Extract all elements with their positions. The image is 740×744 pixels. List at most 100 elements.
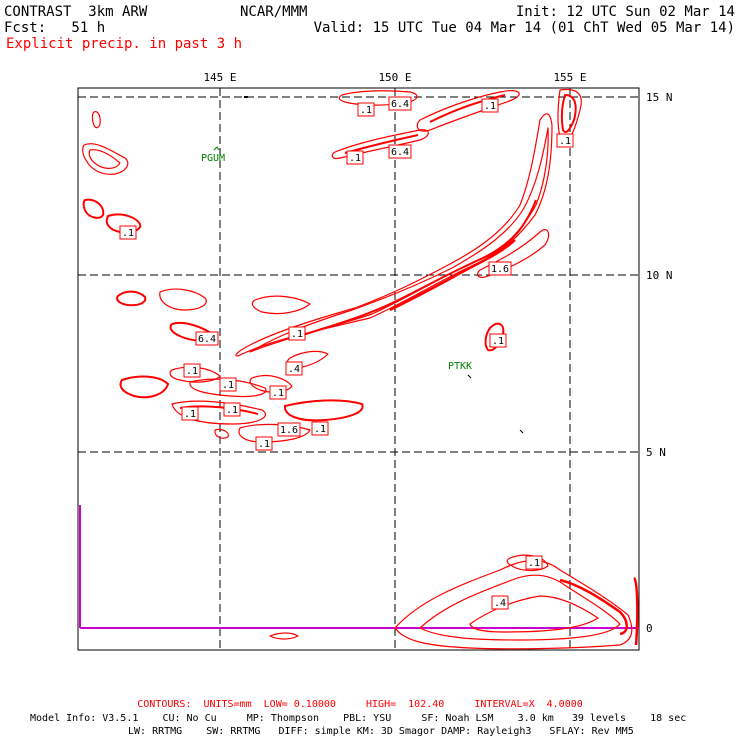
svg-text:.1: .1	[349, 153, 361, 164]
lon-label-150e: 150 E	[378, 71, 411, 84]
center-name: NCAR/MMM	[240, 4, 307, 20]
contour-main-band-inner	[299, 199, 537, 337]
contour-label: .1	[223, 402, 241, 417]
model-title: CONTRAST 3km ARW	[4, 4, 148, 20]
station-label-pgum: PGUM	[201, 153, 225, 164]
contour-cell-c	[251, 295, 311, 315]
svg-text:6.4: 6.4	[391, 147, 409, 158]
island-marker	[519, 429, 524, 434]
init-time: Init: 12 UTC Sun 02 Mar 14	[516, 4, 735, 20]
contour-label: 6.4	[388, 144, 412, 159]
svg-text:.1: .1	[559, 136, 571, 147]
contour-cell-l	[238, 423, 311, 443]
station-marker-pgum	[213, 146, 220, 151]
svg-text:.1: .1	[122, 228, 134, 239]
contour-nw-cell-1	[91, 111, 101, 129]
lon-label-145e: 145 E	[203, 71, 236, 84]
svg-text:1.6: 1.6	[280, 425, 298, 436]
contour-label: .1	[119, 225, 137, 240]
contour-cell-g	[119, 375, 169, 399]
svg-text:1.6: 1.6	[491, 264, 509, 275]
lat-label-5n: 5 N	[646, 446, 666, 459]
model-info-line-1: Model Info: V3.5.1 CU: No Cu MP: Thompso…	[30, 713, 686, 724]
svg-text:.1: .1	[528, 558, 540, 569]
contour-label: 6.4	[195, 331, 219, 346]
contour-label: .4	[285, 361, 303, 376]
contour-label: .1	[183, 363, 201, 378]
contour-main-band-mid	[249, 127, 549, 353]
lat-label-15n: 15 N	[646, 91, 673, 104]
svg-text:.1: .1	[184, 409, 196, 420]
valid-time: Valid: 15 UTC Tue 04 Mar 14 (01 ChT Wed …	[314, 20, 735, 36]
contour-cell-b	[159, 288, 207, 311]
svg-text:.1: .1	[484, 101, 496, 112]
contour-label: .4	[491, 595, 509, 610]
model-info-line-2: LW: RRTMG SW: RRTMG DIFF: simple KM: 3D …	[128, 726, 634, 737]
contour-label: 1.6	[488, 261, 512, 276]
contour-cell-k	[284, 399, 364, 422]
contour-label: .1	[311, 421, 329, 436]
svg-text:.1: .1	[222, 380, 234, 391]
svg-text:.4: .4	[494, 598, 506, 609]
contour-cell-a	[116, 290, 147, 307]
station-pgum: PGUM	[201, 146, 225, 164]
lat-label-0: 0	[646, 622, 653, 635]
contour-label: .1	[357, 102, 375, 117]
lat-lon-grid	[78, 88, 639, 650]
svg-text:.1: .1	[258, 439, 270, 450]
contour-se-strong	[559, 578, 628, 636]
contour-nw-cell-2b	[88, 149, 121, 169]
contour-info: CONTOURS: UNITS=mm LOW= 0.10000 HIGH= 10…	[137, 699, 583, 710]
contour-label: .1	[525, 555, 543, 570]
contour-equator-small	[269, 632, 299, 640]
contour-main-band-outer	[235, 113, 553, 357]
contour-label: .1	[489, 333, 507, 348]
contour-label: .1	[288, 326, 306, 341]
contour-label: .1	[346, 150, 364, 165]
contour-label: .1	[481, 98, 499, 113]
contour-label: 6.4	[388, 96, 412, 111]
station-ptkk: PTKK	[448, 361, 472, 379]
precip-contours	[82, 88, 639, 650]
svg-text:.1: .1	[492, 336, 504, 347]
equator-line	[79, 505, 639, 629]
contour-se-inner	[469, 595, 599, 633]
svg-text:.1: .1	[226, 405, 238, 416]
svg-text:.1: .1	[360, 105, 372, 116]
contour-east-branch	[557, 88, 582, 146]
svg-text:.1: .1	[291, 329, 303, 340]
contour-top-band-3	[331, 129, 429, 160]
svg-text:6.4: 6.4	[391, 99, 409, 110]
svg-text:6.4: 6.4	[198, 334, 216, 345]
contour-se-outer	[394, 559, 633, 650]
contour-east-branch-inner	[560, 94, 577, 133]
lon-label-155e: 155 E	[553, 71, 586, 84]
contour-nw-cell-3	[82, 198, 105, 219]
contour-se-mid	[419, 574, 621, 641]
svg-text:.1: .1	[314, 424, 326, 435]
svg-text:.1: .1	[186, 366, 198, 377]
contour-cell-m	[214, 428, 229, 439]
contour-label: .1	[556, 133, 574, 148]
contour-se-edge	[632, 576, 639, 646]
contour-label: .1	[269, 385, 287, 400]
contour-label-group: .1 6.4 .1 .1 6.4 .1 .1 1.6 .1 6.4 .1 .4 …	[119, 96, 574, 610]
contour-label: 1.6	[277, 422, 301, 437]
lat-label-10n: 10 N	[646, 269, 673, 282]
contour-label: .1	[219, 377, 237, 392]
contour-label: .1	[255, 436, 273, 451]
svg-text:.4: .4	[288, 364, 300, 375]
contour-main-band-core	[389, 239, 516, 312]
station-label-ptkk: PTKK	[448, 361, 472, 372]
contour-top-band-2	[416, 90, 520, 132]
contour-ne-lower	[477, 229, 550, 278]
forecast-hour: Fcst: 51 h	[4, 20, 105, 36]
map-frame	[77, 87, 640, 651]
contour-label: .1	[181, 406, 199, 421]
contour-nw-cell-2	[82, 143, 129, 175]
contour-top-band-2-inner	[429, 94, 506, 123]
svg-text:.1: .1	[272, 388, 284, 399]
station-marker-ptkk	[467, 374, 472, 379]
field-title: Explicit precip. in past 3 h	[6, 36, 242, 52]
